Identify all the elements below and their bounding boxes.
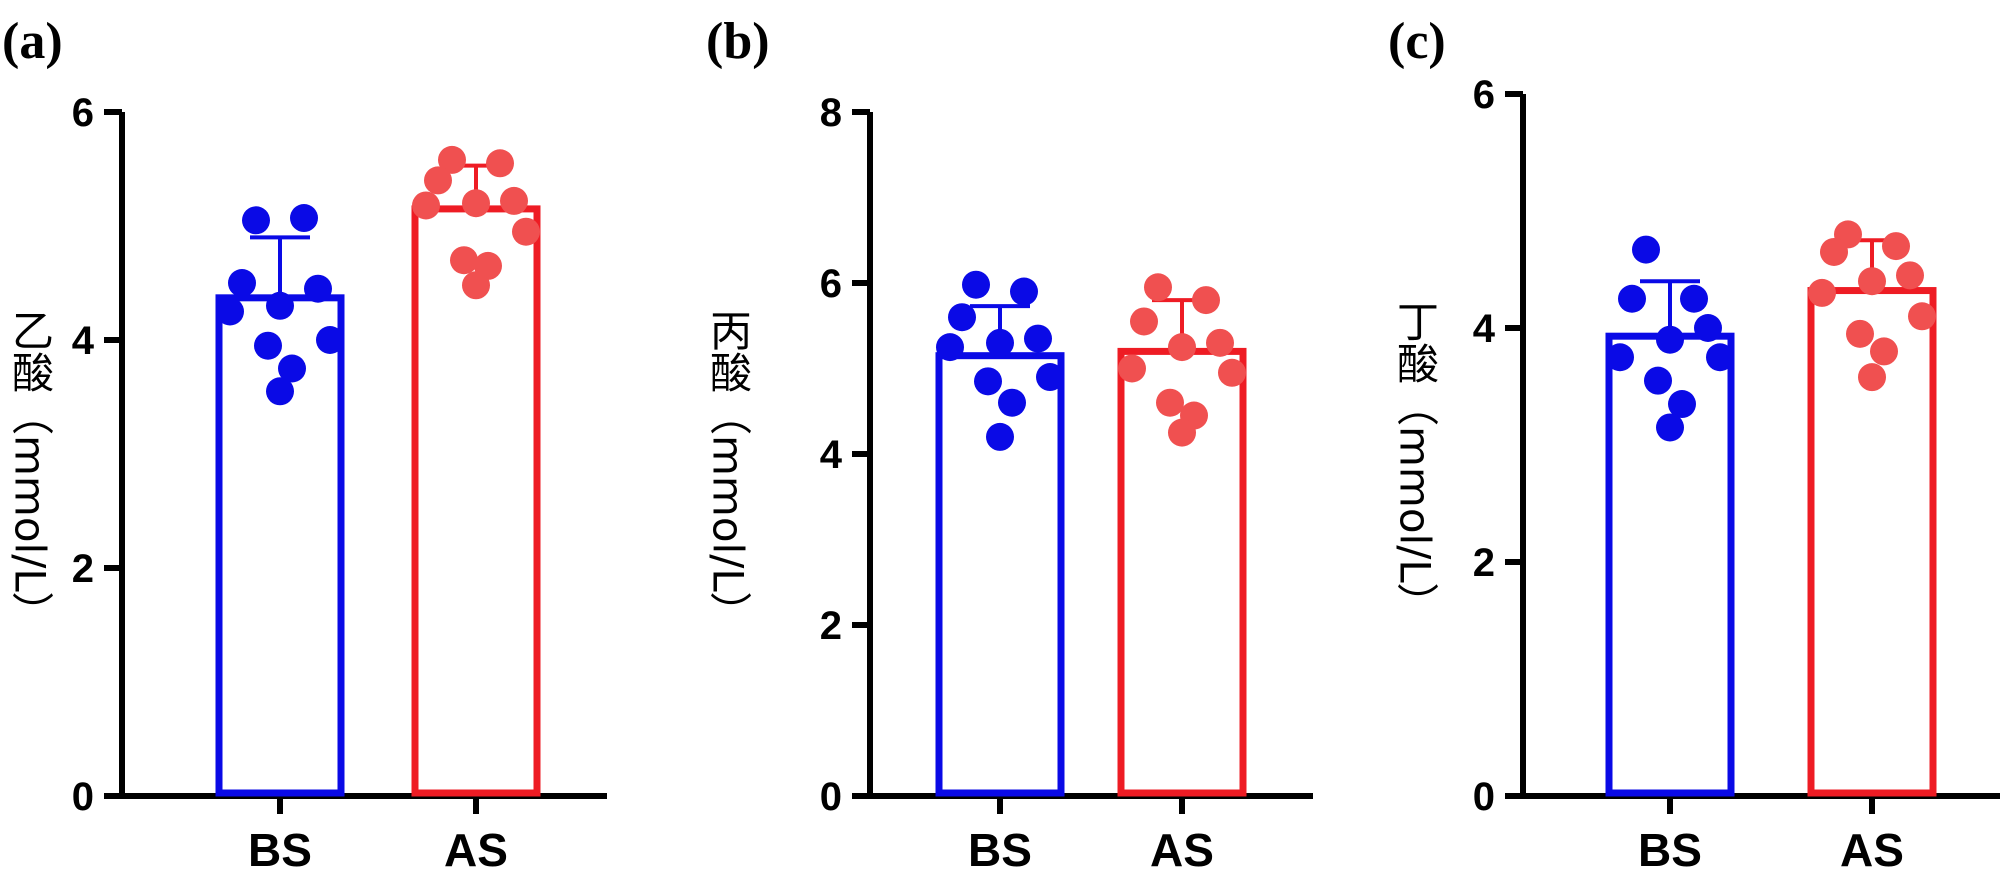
panel-label: (b): [706, 13, 770, 70]
data-point-as: [500, 186, 528, 215]
data-point-bs: [266, 377, 294, 406]
data-point-as: [1896, 261, 1924, 290]
chart-panel-c: (c) 丁酸（mmol/L） 0 2 4 6 BS AS: [1388, 13, 2000, 876]
data-point-as: [1882, 232, 1910, 261]
data-point-bs: [216, 297, 244, 326]
y-tick-label: 4: [820, 433, 843, 477]
data-point-bs: [1644, 366, 1672, 395]
data-point-bs: [986, 422, 1014, 451]
data-point-bs: [1656, 413, 1684, 442]
panel-label: (a): [2, 13, 63, 70]
data-point-as: [1206, 328, 1234, 357]
data-point-as: [1846, 319, 1874, 348]
chart-panel-a: (a) 乙酸（mmol/L） 0 2 4 6 BS AS: [2, 13, 607, 876]
y-tick-label: 0: [1473, 775, 1495, 819]
data-point-as: [438, 145, 466, 174]
data-point-bs: [1010, 277, 1038, 306]
x-category-label-as: AS: [1840, 824, 1904, 876]
data-point-as: [1858, 363, 1886, 392]
data-point-as: [1870, 337, 1898, 366]
x-category-label-bs: BS: [1638, 824, 1702, 876]
data-point-as: [1908, 302, 1936, 331]
y-tick-label: 6: [1473, 73, 1495, 117]
data-point-as: [1820, 237, 1848, 266]
y-tick-label: 6: [820, 262, 842, 306]
data-point-bs: [290, 204, 318, 233]
data-point-as: [1808, 278, 1836, 307]
data-point-as: [1130, 307, 1158, 336]
data-point-as: [1118, 354, 1146, 383]
data-point-as: [462, 271, 490, 300]
data-point-as: [1168, 333, 1196, 362]
data-point-as: [424, 166, 452, 195]
data-point-as: [1192, 286, 1220, 315]
data-point-bs: [1606, 343, 1634, 372]
x-category-label-as: AS: [444, 824, 508, 876]
data-point-as: [450, 246, 478, 275]
chart-panel-b: (b) 丙酸（mmol/L） 0 2 4 6 8 BS AS: [704, 13, 1313, 876]
y-tick-label: 2: [820, 604, 842, 648]
y-tick-label: 8: [820, 91, 842, 135]
data-point-as: [462, 189, 490, 218]
data-point-bs: [266, 291, 294, 320]
data-point-as: [412, 191, 440, 220]
x-category-label-bs: BS: [248, 824, 312, 876]
y-tick-label: 2: [1473, 541, 1495, 585]
data-point-bs: [1668, 390, 1696, 419]
data-point-as: [512, 217, 540, 246]
data-point-bs: [974, 367, 1002, 396]
y-tick-label: 2: [72, 547, 94, 591]
data-point-bs: [1632, 235, 1660, 264]
x-category-label-bs: BS: [968, 824, 1032, 876]
data-point-bs: [242, 206, 270, 235]
y-tick-label: 6: [72, 91, 94, 135]
data-point-bs: [986, 328, 1014, 357]
data-point-bs: [1706, 343, 1734, 372]
bar-bs: [935, 352, 1065, 797]
y-tick-label: 0: [72, 775, 94, 819]
data-point-bs: [254, 331, 282, 360]
y-axis-title: 丙酸（mmol/L）: [704, 309, 753, 634]
data-point-as: [1168, 418, 1196, 447]
data-point-as: [1858, 267, 1886, 296]
data-point-as: [486, 149, 514, 178]
panel-label: (c): [1388, 13, 1446, 70]
x-category-label-as: AS: [1150, 824, 1214, 876]
data-point-bs: [304, 274, 332, 303]
data-point-bs: [1036, 363, 1064, 392]
data-point-bs: [228, 269, 256, 297]
y-axis-title: 乙酸（mmol/L）: [6, 309, 55, 634]
data-point-as: [1218, 358, 1246, 387]
data-point-bs: [1694, 314, 1722, 342]
data-point-as: [1144, 273, 1172, 302]
data-point-bs: [1656, 325, 1684, 354]
y-tick-label: 4: [1473, 307, 1496, 351]
data-point-bs: [1024, 324, 1052, 353]
y-tick-label: 4: [72, 319, 95, 363]
data-point-bs: [1618, 284, 1646, 313]
data-point-bs: [316, 326, 344, 354]
data-point-bs: [998, 388, 1026, 417]
data-point-bs: [948, 303, 976, 332]
data-point-bs: [936, 333, 964, 362]
y-axis-title: 丁酸（mmol/L）: [1391, 300, 1440, 625]
data-point-bs: [1680, 284, 1708, 313]
data-point-bs: [962, 270, 990, 299]
data-point-bs: [278, 354, 306, 383]
y-tick-label: 0: [820, 775, 842, 819]
data-point-as: [1156, 388, 1184, 417]
